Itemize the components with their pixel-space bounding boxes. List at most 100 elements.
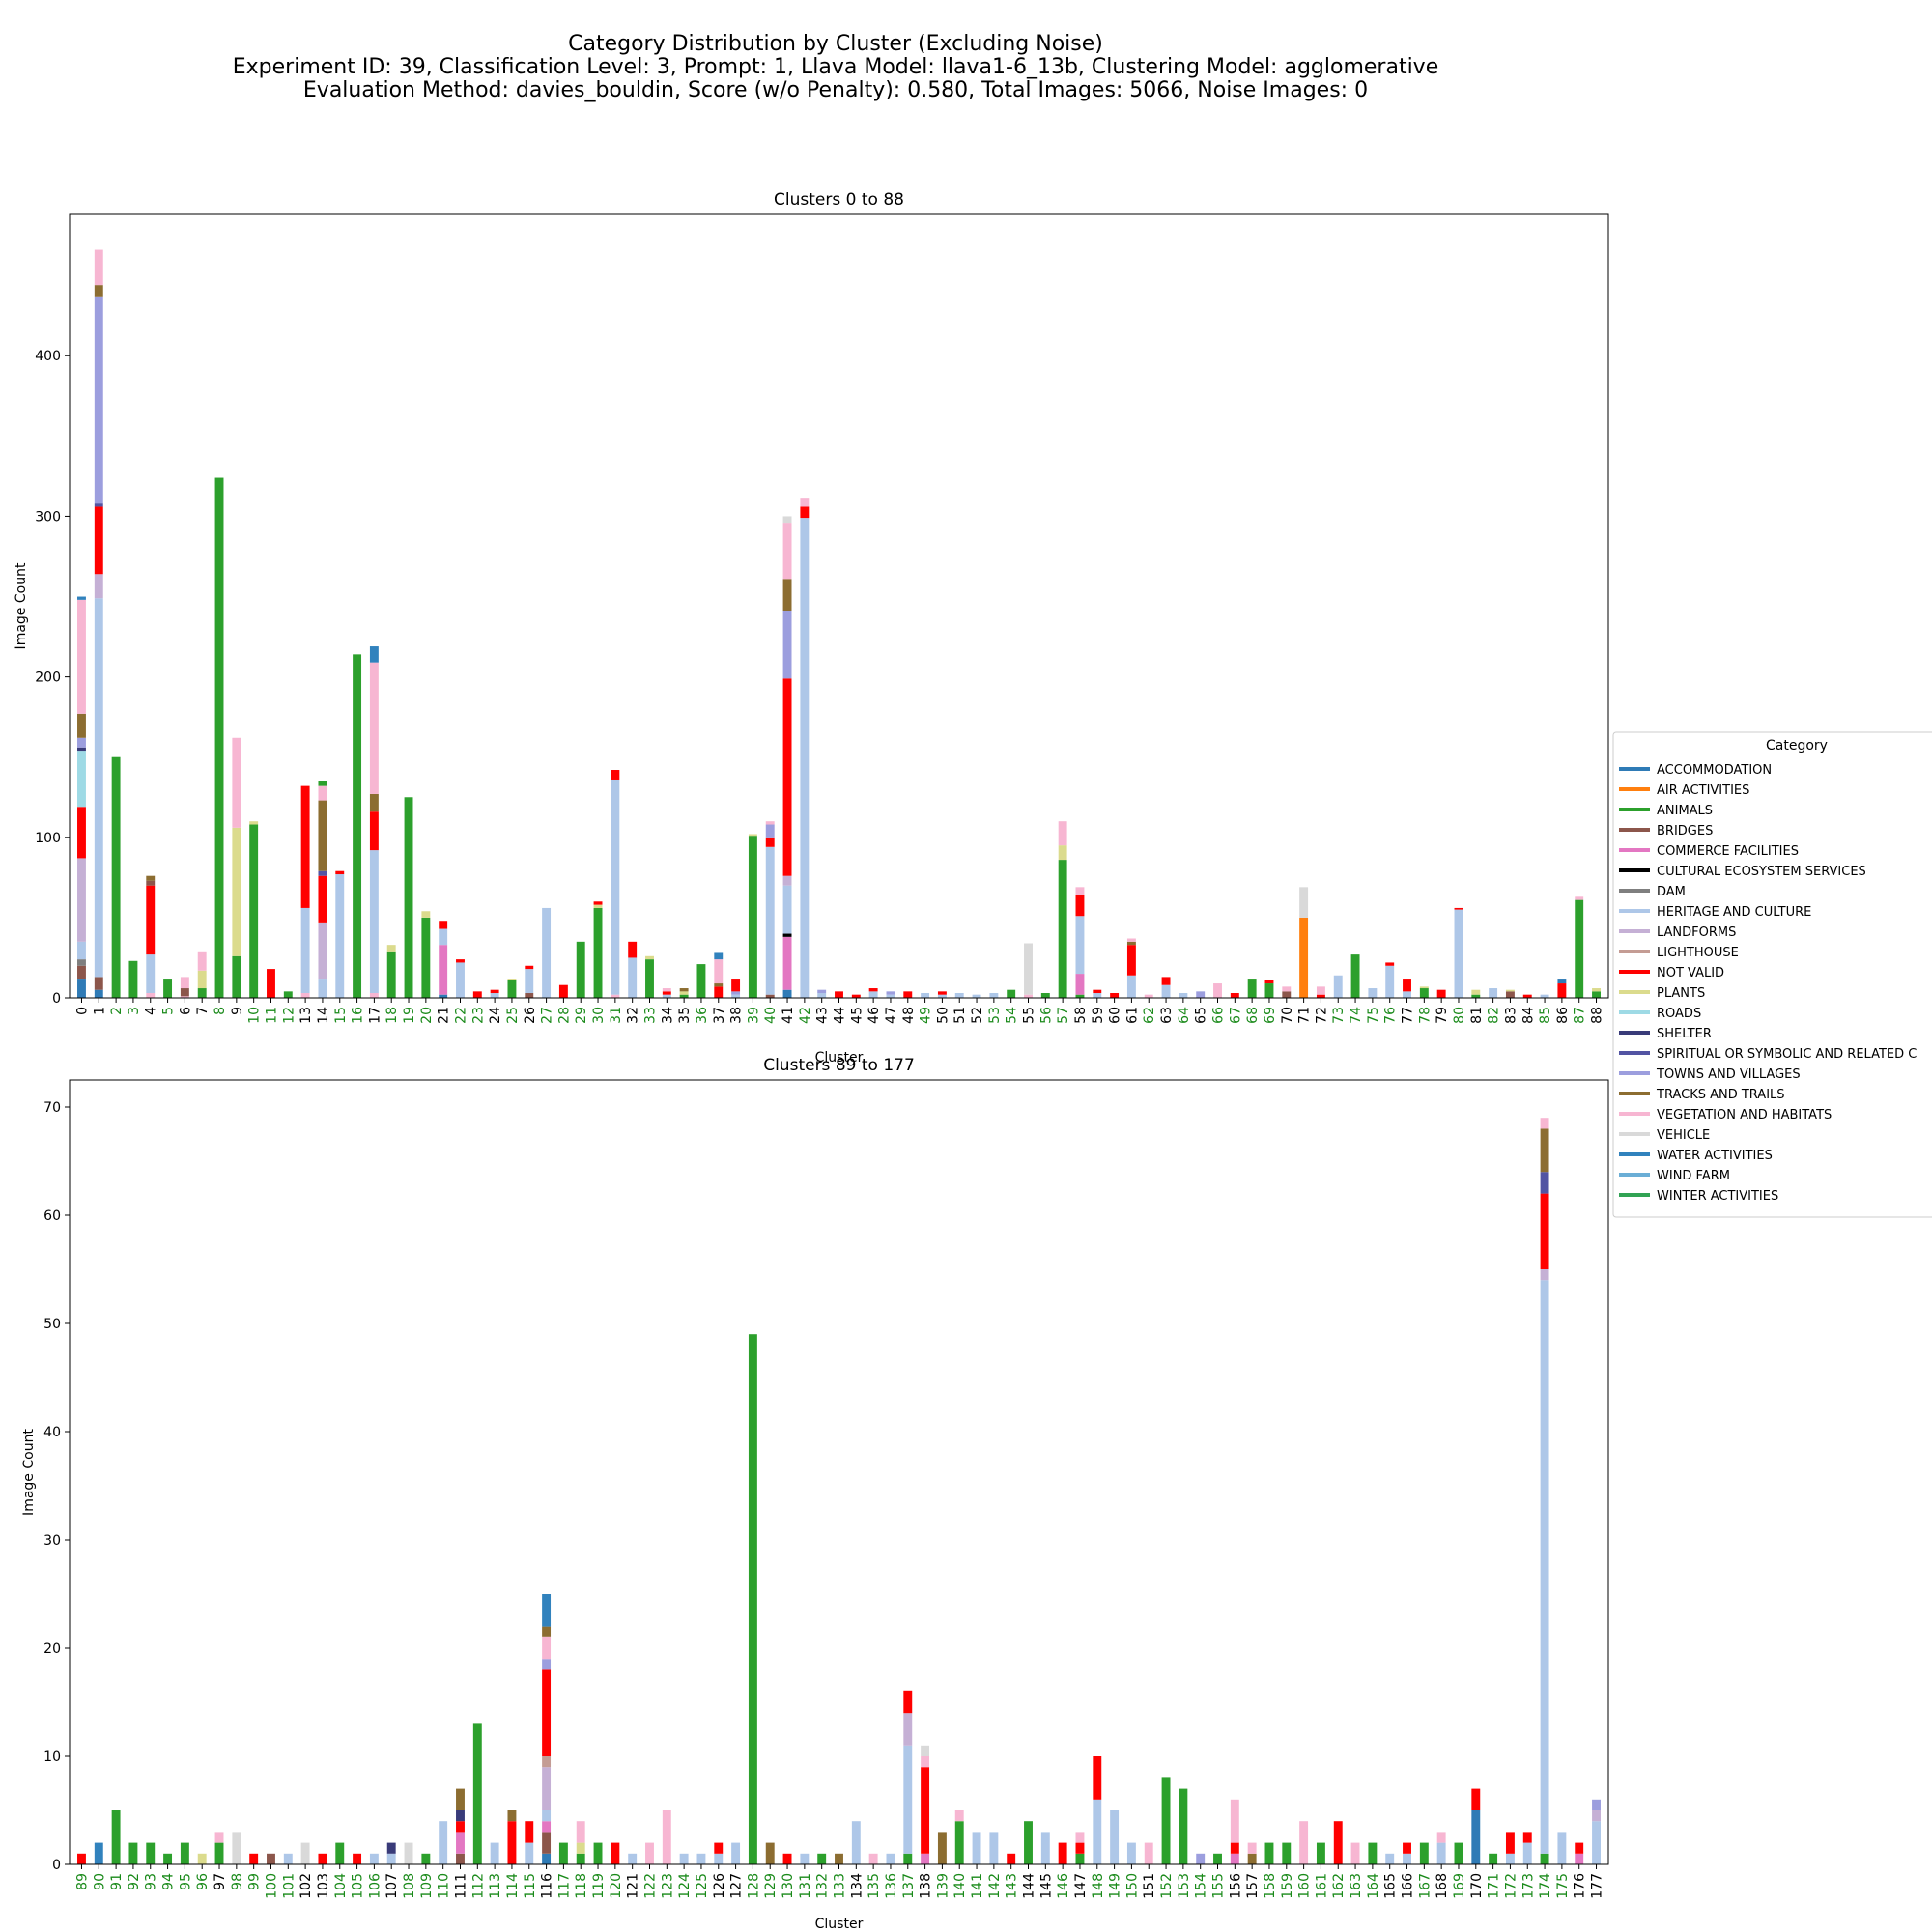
bar-segment (1093, 1799, 1102, 1864)
bar-segment (782, 885, 792, 934)
legend-entry-label: CULTURAL ECOSYSTEM SERVICES (1657, 865, 1866, 879)
bar-segment (1196, 1853, 1206, 1864)
bar-segment (77, 858, 86, 942)
bar-segment (817, 1853, 827, 1864)
x-tick-label: 82 (1487, 1007, 1502, 1024)
bar-segment (1540, 1172, 1549, 1194)
x-tick-label: 51 (952, 1007, 968, 1024)
x-tick-label: 167 (1417, 1873, 1433, 1899)
x-tick-label: 26 (523, 1007, 538, 1024)
x-tick-label: 55 (1022, 1007, 1037, 1024)
bar-segment (748, 834, 757, 837)
x-tick-label: 157 (1245, 1873, 1261, 1899)
y-axis-label: Image Count (14, 562, 29, 649)
panel-title: Clusters 89 to 177 (763, 1056, 915, 1075)
bar-segment (921, 1853, 930, 1864)
bar-segment (1093, 993, 1102, 998)
bar-segment (1385, 962, 1395, 966)
bar-segment (77, 941, 86, 960)
x-tick-label: 43 (815, 1007, 831, 1024)
x-tick-label: 142 (987, 1873, 1003, 1899)
bar-segment (1282, 986, 1292, 992)
bar-segment (662, 994, 671, 998)
bar-segment (1575, 899, 1584, 998)
legend-entry-label: LIGHTHOUSE (1657, 946, 1739, 960)
bar-segment (1024, 943, 1033, 995)
bar-segment (714, 1842, 724, 1854)
x-tick-label: 73 (1331, 1007, 1347, 1024)
x-tick-label: 153 (1177, 1873, 1192, 1899)
x-tick-label: 21 (437, 1007, 452, 1024)
bar-segment (77, 959, 86, 966)
bar-segment (197, 988, 207, 998)
bar-segment (1540, 1118, 1549, 1129)
x-tick-label: 151 (1142, 1873, 1157, 1899)
bar-segment (490, 989, 499, 994)
bar-segment (1075, 1853, 1085, 1864)
x-tick-label: 172 (1503, 1873, 1519, 1899)
bar-segment (507, 1821, 517, 1864)
x-tick-label: 126 (712, 1873, 727, 1899)
x-tick-label: 177 (1590, 1873, 1605, 1899)
bar-segment (507, 980, 517, 998)
bar-segment (77, 965, 86, 980)
bar-segment (628, 941, 638, 958)
bar-segment (542, 1659, 552, 1670)
bar-segment (353, 654, 362, 998)
bar-segment (765, 1842, 775, 1864)
x-tick-label: 171 (1487, 1873, 1502, 1899)
bar-segment (782, 516, 792, 524)
bar-segment (421, 1853, 431, 1864)
legend-entry-label: WATER ACTIVITIES (1657, 1149, 1773, 1163)
x-tick-label: 159 (1280, 1873, 1295, 1899)
bar-segment (921, 1756, 930, 1768)
bar-segment (1575, 1842, 1584, 1854)
x-tick-label: 74 (1349, 1007, 1364, 1024)
x-tick-label: 168 (1435, 1873, 1450, 1899)
bar-segment (1522, 1832, 1532, 1843)
bar-segment (782, 875, 792, 886)
bar-segment (542, 1832, 552, 1854)
x-tick-label: 67 (1228, 1007, 1243, 1024)
x-tick-label: 133 (833, 1873, 848, 1899)
bar-segment (576, 1842, 585, 1854)
y-tick-label: 0 (52, 1858, 61, 1873)
bar-segment (386, 945, 396, 952)
legend-entry-label: HERITAGE AND CULTURE (1657, 905, 1811, 920)
bar-segment (868, 1853, 878, 1864)
bar-segment (714, 983, 724, 987)
legend-entry-label: WIND FARM (1657, 1169, 1730, 1183)
bar-segment (662, 991, 671, 995)
x-tick-label: 94 (161, 1873, 177, 1890)
bar-segment (1058, 845, 1067, 861)
x-tick-label: 54 (1005, 1007, 1020, 1024)
legend-entry-label: LANDFORMS (1657, 925, 1736, 940)
x-tick-label: 129 (763, 1873, 779, 1899)
x-tick-label: 131 (798, 1873, 813, 1899)
y-tick-label: 0 (52, 991, 61, 1007)
bar-segment (782, 936, 792, 990)
bar-segment (369, 1853, 379, 1864)
x-tick-label: 174 (1538, 1873, 1553, 1899)
x-tick-label: 123 (660, 1873, 675, 1899)
bar-segment (439, 945, 448, 995)
bar-segment (714, 959, 724, 984)
x-tick-label: 65 (1194, 1007, 1209, 1024)
bar-segment (1040, 993, 1050, 998)
bar-segment (1403, 1853, 1411, 1864)
bar-segment (1454, 909, 1463, 998)
x-tick-label: 42 (798, 1007, 813, 1024)
bar-segment (1368, 1842, 1378, 1864)
x-tick-label: 56 (1038, 1007, 1054, 1024)
legend-entry-label: BRIDGES (1657, 824, 1713, 838)
bar-segment (1368, 988, 1378, 998)
bar-segment (1403, 1842, 1411, 1854)
legend-title: Category (1766, 738, 1828, 753)
x-tick-label: 107 (384, 1873, 400, 1899)
bar-segment (1126, 941, 1136, 946)
bar-segment (318, 781, 327, 786)
bar-segment (180, 996, 189, 998)
bar-segment (782, 678, 792, 876)
bar-segment (146, 954, 156, 994)
bar-segment (507, 979, 517, 980)
